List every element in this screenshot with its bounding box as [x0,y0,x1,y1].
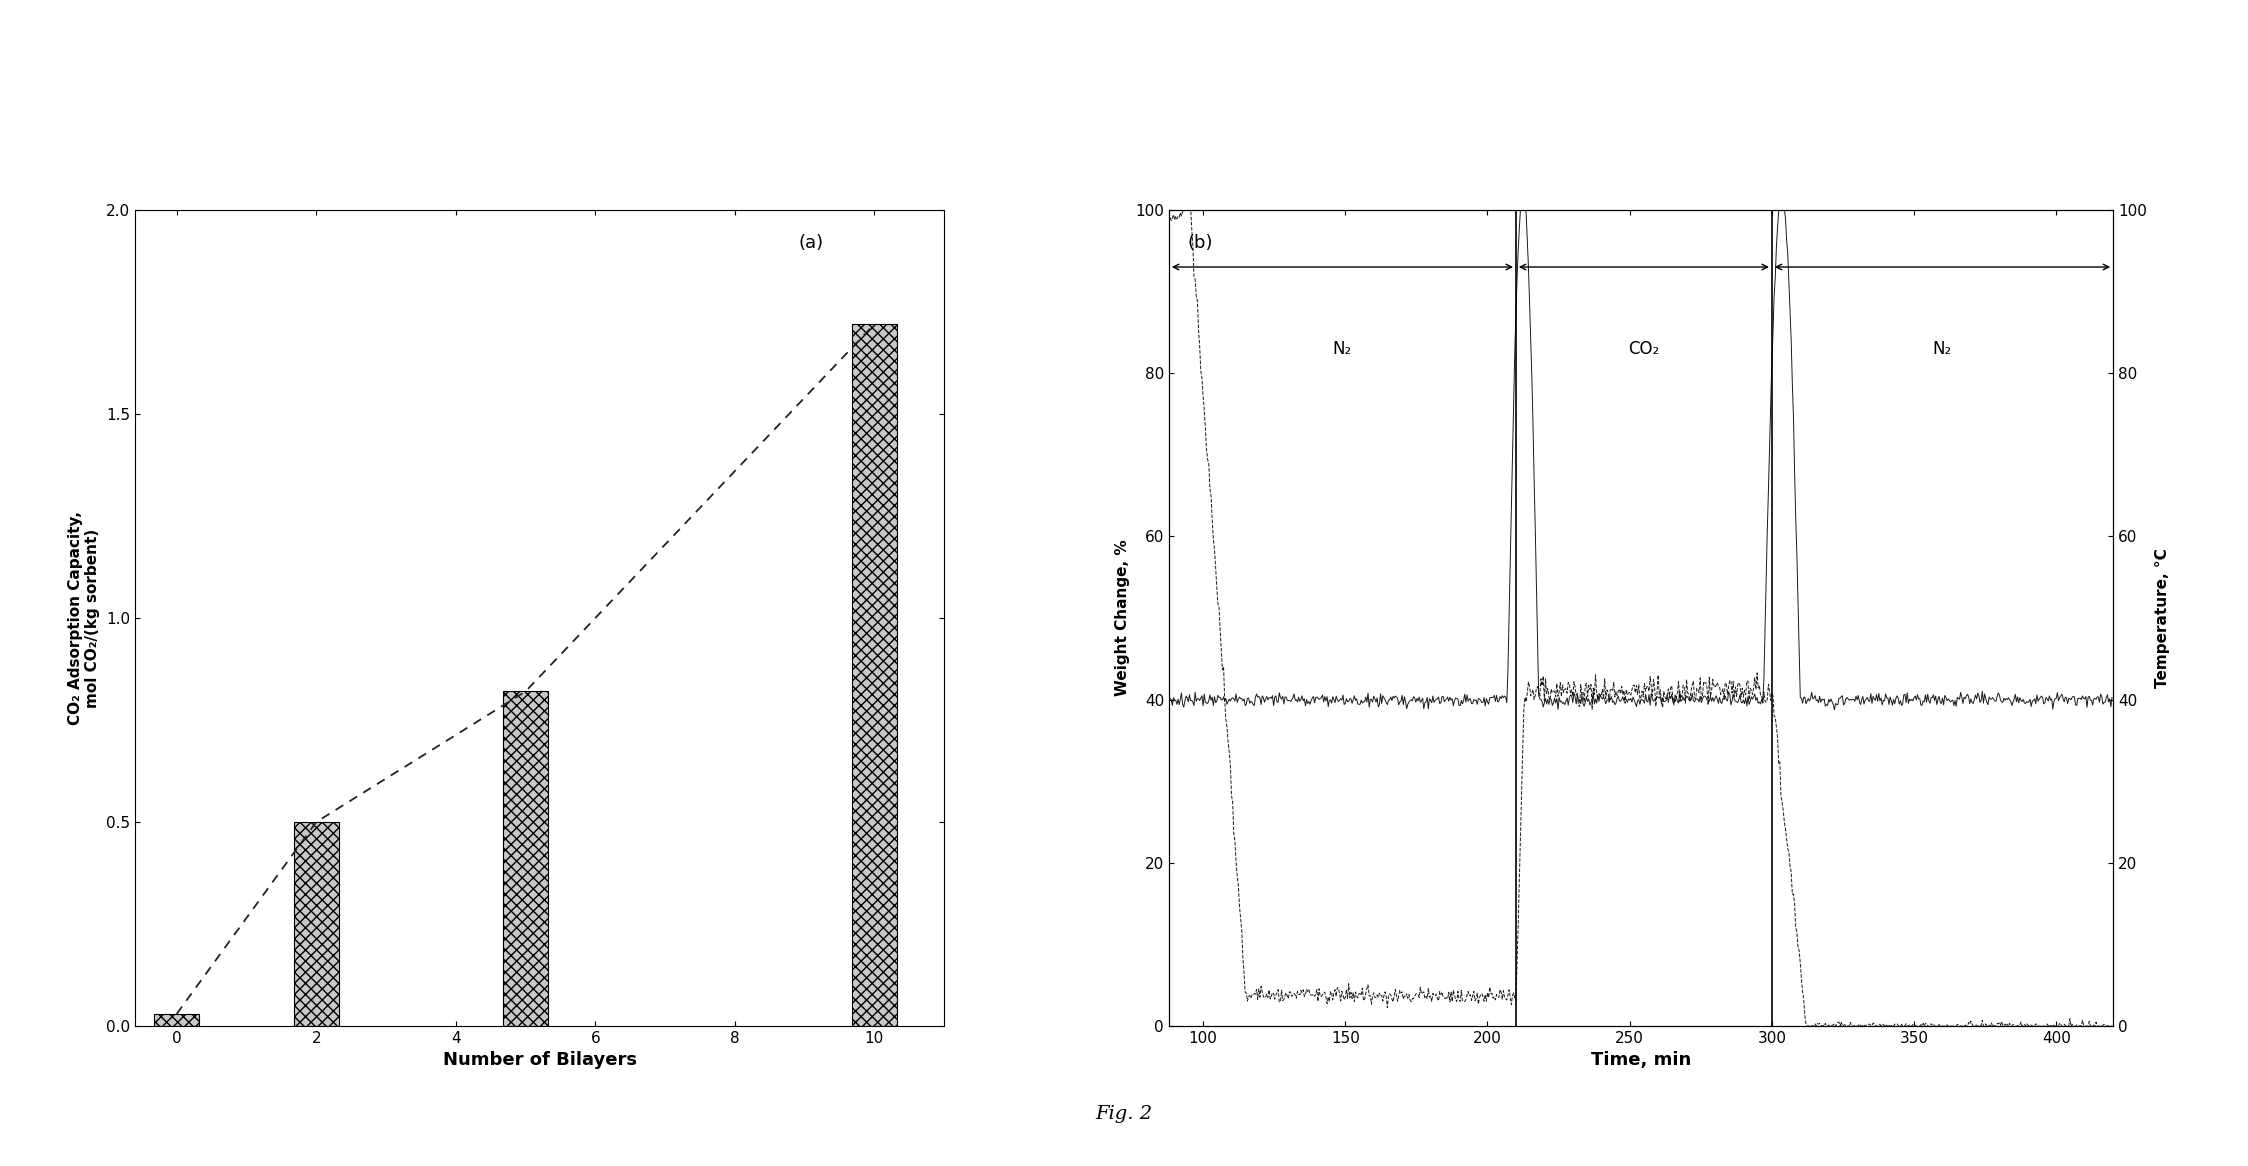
Text: CO₂: CO₂ [1628,339,1659,358]
Text: Fig. 2: Fig. 2 [1095,1105,1153,1123]
Y-axis label: Weight Change, %: Weight Change, % [1115,540,1131,696]
Y-axis label: Temperature, °C: Temperature, °C [2156,548,2169,688]
Bar [294,822,339,1026]
Bar [852,324,897,1026]
Bar [504,691,549,1026]
Text: (b): (b) [1187,234,1214,252]
Y-axis label: CO₂ Adsorption Capacity,
mol CO₂/(kg sorbent): CO₂ Adsorption Capacity, mol CO₂/(kg sor… [67,511,101,725]
X-axis label: Time, min: Time, min [1592,1052,1690,1069]
Text: N₂: N₂ [1933,339,1951,358]
Text: (a): (a) [798,234,823,252]
X-axis label: Number of Bilayers: Number of Bilayers [443,1052,636,1069]
Text: N₂: N₂ [1333,339,1351,358]
Bar [155,1014,200,1026]
